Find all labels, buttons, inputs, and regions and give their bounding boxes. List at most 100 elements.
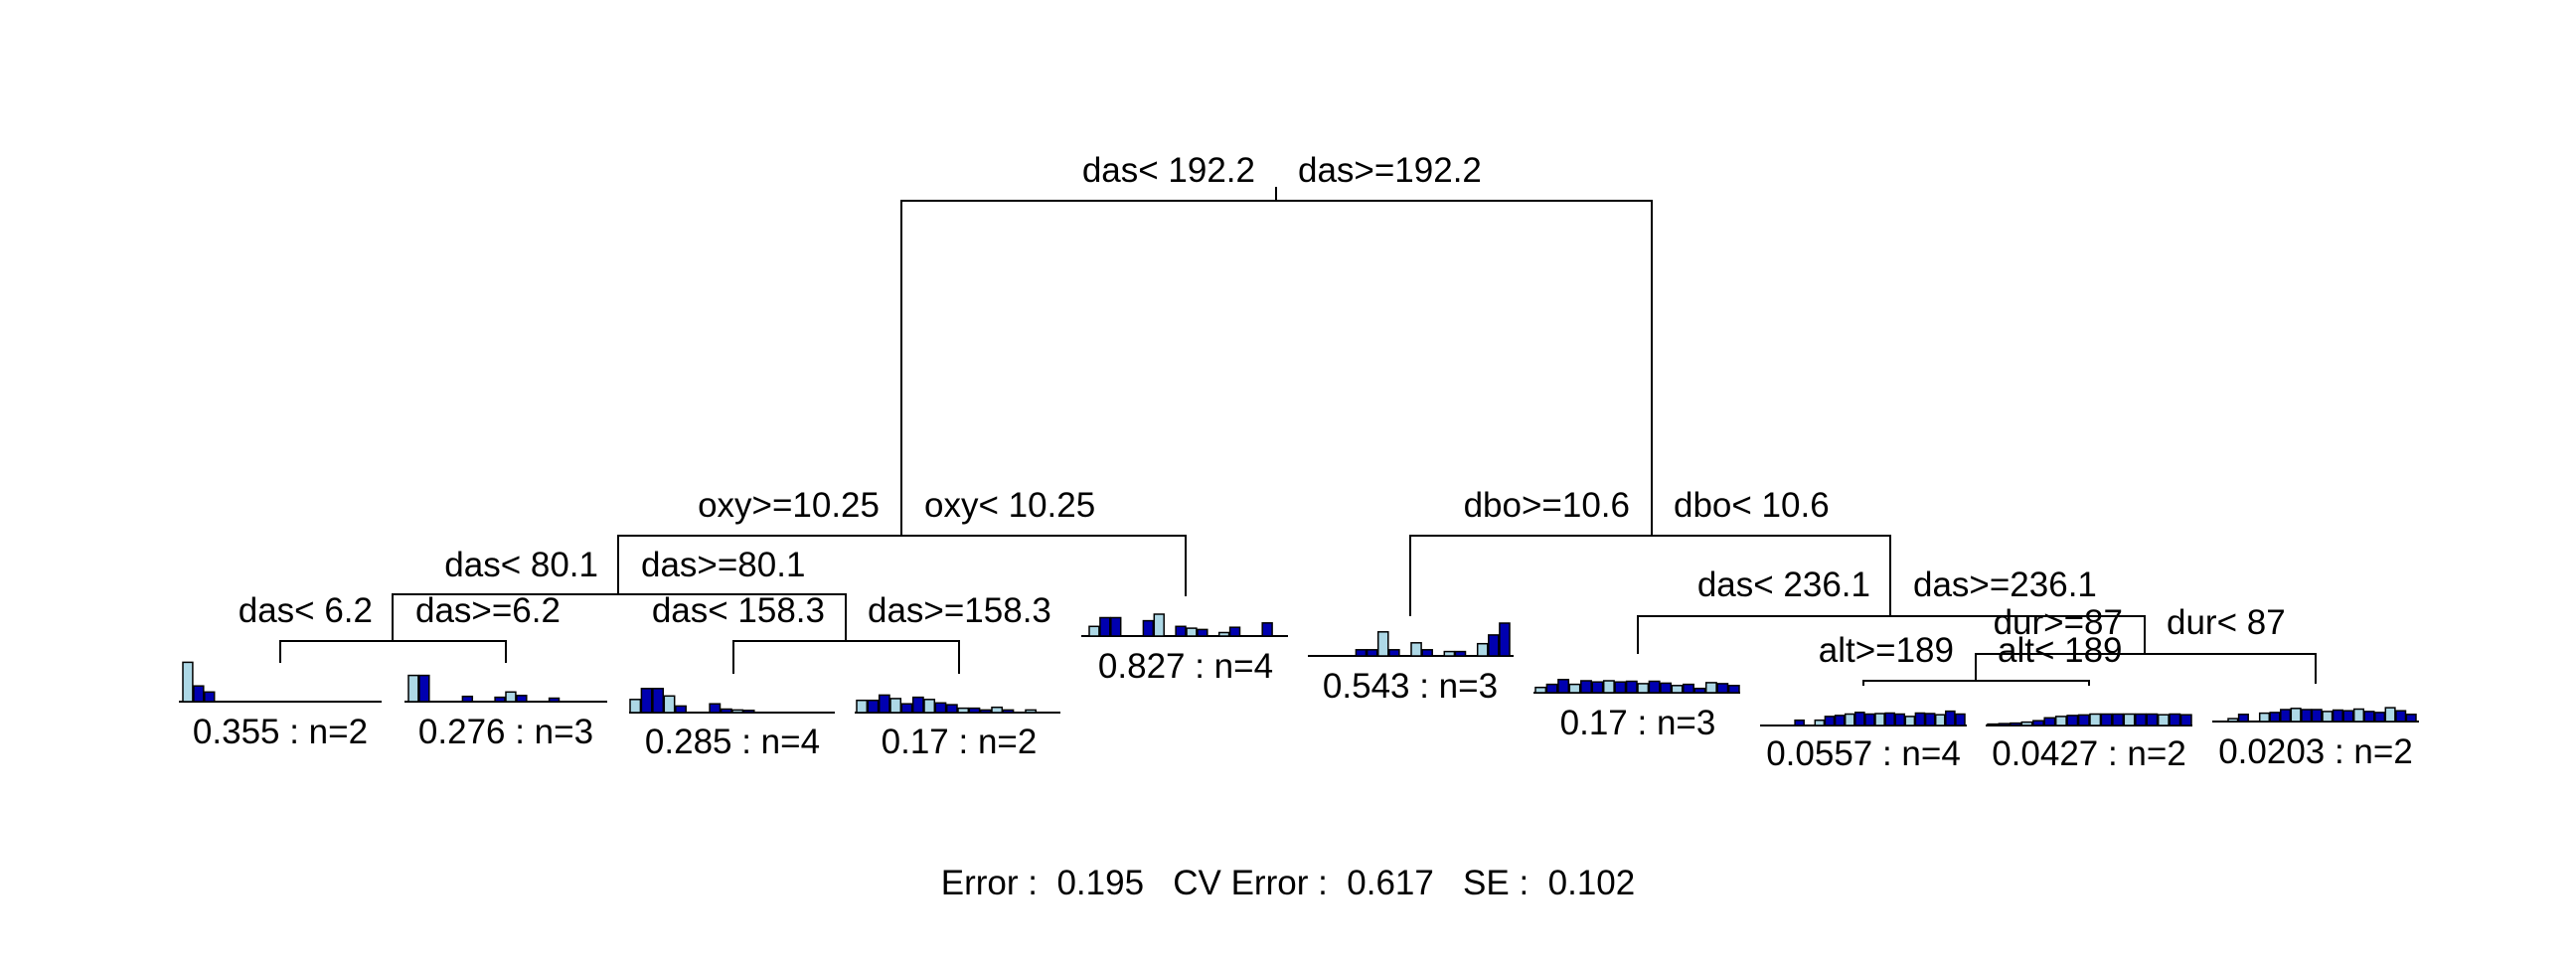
leaf-node-7: 0.17 : n=3 xyxy=(1533,679,1740,742)
leaf-label: 0.0557 : n=4 xyxy=(1766,734,1961,773)
leaf-label: 0.0203 : n=2 xyxy=(2218,732,2413,771)
edge-n4 xyxy=(392,593,847,641)
histogram-bar xyxy=(1410,642,1422,657)
histogram-bar xyxy=(2135,713,2147,726)
histogram-bar xyxy=(1602,680,1615,694)
histogram-bar xyxy=(1998,723,2011,726)
histogram-bar xyxy=(1854,712,1865,726)
leaf-node-10: 0.0203 : n=2 xyxy=(2212,707,2419,771)
split-n8-left-label: das< 6.2 xyxy=(239,591,373,630)
histogram-bar xyxy=(2077,714,2090,726)
leaf-histogram xyxy=(1794,710,1966,726)
split-root-right-label: das>=192.2 xyxy=(1298,151,1482,190)
histogram-bar xyxy=(720,708,732,714)
histogram-bar xyxy=(1443,650,1456,657)
se-value: 0.102 xyxy=(1548,864,1636,902)
histogram-bar xyxy=(548,697,561,703)
leaf-label: 0.285 : n=4 xyxy=(645,723,820,761)
histogram-bar xyxy=(1110,616,1122,637)
histogram-bar xyxy=(2363,711,2375,723)
histogram-bar xyxy=(1814,719,1826,726)
leaf-node-1: 0.355 : n=2 xyxy=(179,661,382,751)
histogram-bar xyxy=(979,709,992,714)
histogram-bar xyxy=(900,703,913,714)
histogram-bar xyxy=(1844,713,1855,726)
histogram-bar xyxy=(731,709,744,714)
histogram-bar xyxy=(2227,718,2239,723)
se-label: SE : xyxy=(1463,864,1529,902)
histogram-bar xyxy=(945,704,958,714)
histogram-bar xyxy=(1388,649,1400,657)
histogram-bar xyxy=(1557,679,1570,694)
edge-root xyxy=(900,200,1653,536)
leaf-histogram xyxy=(1987,713,2192,726)
histogram-bar xyxy=(1794,719,1805,726)
split-n9-right-label: das>=158.3 xyxy=(868,591,1051,630)
split-n15-left-label: dur>=87 xyxy=(1994,603,2123,642)
histogram-bar xyxy=(923,699,936,714)
leaf-label: 0.0427 : n=2 xyxy=(1992,734,2186,773)
histogram-bar xyxy=(2311,709,2323,723)
histogram-bar xyxy=(1683,683,1694,694)
split-n4-left-label: das< 80.1 xyxy=(444,546,598,584)
leaf-node-8: 0.0557 : n=4 xyxy=(1760,710,1967,773)
histogram-bar xyxy=(461,695,474,703)
histogram-bar xyxy=(1637,683,1650,694)
histogram-bar xyxy=(1197,628,1208,637)
histogram-bar xyxy=(2384,707,2396,723)
leaf-histogram xyxy=(1088,613,1273,637)
histogram-bar xyxy=(1704,682,1717,694)
histogram-bar xyxy=(1228,626,1241,637)
split-n2-left-label: oxy>=10.25 xyxy=(698,486,880,525)
histogram-bar xyxy=(2066,715,2079,726)
histogram-bar xyxy=(1648,680,1661,694)
histogram-bar xyxy=(1625,680,1638,694)
histogram-bar xyxy=(2342,710,2354,723)
split-n9-left-label: das< 158.3 xyxy=(652,591,825,630)
histogram-bar xyxy=(1142,619,1155,637)
edge-n30 xyxy=(1862,680,2090,686)
histogram-bar xyxy=(1488,634,1500,657)
leaf-node-5: 0.827 : n=4 xyxy=(1081,613,1288,686)
histogram-bar xyxy=(407,674,419,703)
histogram-bar xyxy=(1376,631,1389,657)
leaf-label: 0.543 : n=3 xyxy=(1323,667,1498,706)
histogram-bar xyxy=(1499,622,1511,657)
histogram-bar xyxy=(2332,709,2343,723)
edge-n8 xyxy=(279,640,507,663)
histogram-bar xyxy=(1580,680,1592,694)
histogram-bar xyxy=(505,691,517,703)
tree-edges xyxy=(279,187,2317,686)
leaf-label: 0.17 : n=2 xyxy=(882,723,1038,761)
leaf-label: 0.276 : n=3 xyxy=(418,713,593,751)
histogram-bar xyxy=(2089,713,2102,726)
histogram-bar xyxy=(1421,649,1433,657)
histogram-bar xyxy=(2258,712,2271,723)
histogram-bar xyxy=(1366,649,1378,657)
split-n30-right-label: alt< 189 xyxy=(1998,631,2123,670)
leaf-histogram xyxy=(182,661,216,703)
histogram-bar xyxy=(494,696,506,703)
leaf-node-4: 0.17 : n=2 xyxy=(855,694,1060,761)
histogram-bar xyxy=(640,688,653,714)
histogram-bar xyxy=(193,685,205,703)
histogram-bar xyxy=(1894,713,1906,726)
leaf-histogram xyxy=(1534,679,1740,694)
histogram-bar xyxy=(1153,613,1165,637)
histogram-bar xyxy=(663,695,676,714)
split-n30-left-label: alt>=189 xyxy=(1819,631,1954,670)
histogram-bar xyxy=(516,695,528,703)
leaf-node-9: 0.0427 : n=2 xyxy=(1986,713,2192,773)
histogram-bar xyxy=(1261,622,1273,637)
histogram-bar xyxy=(1568,683,1581,694)
leaf-label: 0.355 : n=2 xyxy=(193,713,368,751)
histogram-bar xyxy=(2280,709,2292,723)
split-n15-right-label: dur< 87 xyxy=(2167,603,2286,642)
histogram-bar xyxy=(2157,714,2170,726)
histogram-bar xyxy=(1884,712,1895,726)
histogram-bar xyxy=(1904,716,1916,726)
histogram-bar xyxy=(2169,713,2181,726)
histogram-bar xyxy=(911,696,924,714)
histogram-bar xyxy=(1727,685,1740,694)
